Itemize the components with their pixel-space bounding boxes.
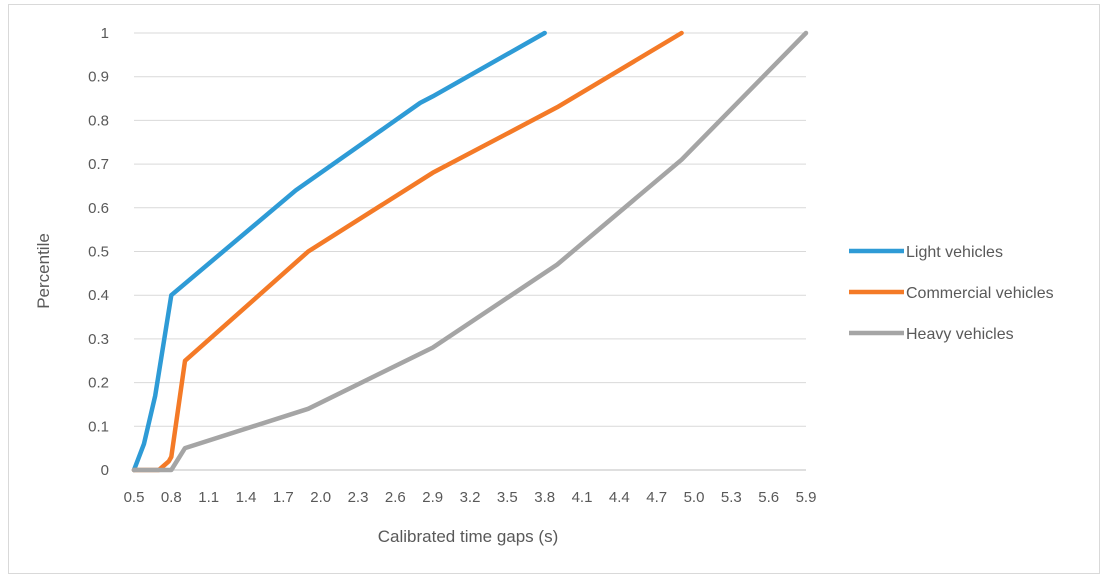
grid-lines [134,32,806,471]
y-tick-label: 0.2 [88,375,109,392]
y-tick-label: 1 [101,25,109,42]
x-tick-label: 2.3 [348,489,369,506]
y-tick-label: 0.9 [88,69,109,86]
x-tick-label: 4.1 [572,489,593,506]
legend-label: Heavy vehicles [906,326,1014,343]
x-tick-label: 4.7 [646,489,667,506]
x-tick-label: 4.4 [609,489,630,506]
series-line [131,30,547,473]
x-tick-label: 5.0 [684,489,705,506]
y-tick-label: 0.5 [88,244,109,261]
x-axis-title: Calibrated time gaps (s) [378,527,558,546]
y-tick-label: 0.6 [88,200,109,217]
legend-label: Light vehicles [906,244,1003,261]
x-tick-label: 2.6 [385,489,406,506]
x-tick-label: 2.9 [422,489,443,506]
x-tick-label: 1.1 [198,489,219,506]
x-tick-label: 3.5 [497,489,518,506]
line-chart: 0 0.1 0.2 0.3 0.4 0.5 0.6 0.7 0.8 0.9 1 0.5 0.8 1.1 1… [34,25,1054,546]
x-tick-label: 5.9 [796,489,817,506]
series-line [131,30,684,473]
x-axis-ticks: 0.5 0.8 1.1 1.4 1.7 2.0 2.3 2.6 2.9 3.2 3.5 3.8 4.1 4… [124,489,817,506]
y-tick-label: 0.7 [88,156,109,173]
x-tick-label: 5.6 [758,489,779,506]
y-axis-ticks: 0 0.1 0.2 0.3 0.4 0.5 0.6 0.7 0.8 0.9 1 [88,25,109,479]
x-tick-label: 3.8 [534,489,555,506]
legend-label: Commercial vehicles [906,285,1054,302]
y-axis-title: Percentile [34,233,53,309]
x-tick-label: 3.2 [460,489,481,506]
y-tick-label: 0.4 [88,287,109,304]
series-lines [131,30,809,473]
y-tick-label: 0.3 [88,331,109,348]
x-tick-label: 5.3 [721,489,742,506]
chart-frame: 0 0.1 0.2 0.3 0.4 0.5 0.6 0.7 0.8 0.9 1 0.5 0.8 1.1 1… [8,4,1100,574]
legend: Light vehicles Commercial vehicles Heavy v… [849,244,1054,343]
y-tick-label: 0.1 [88,418,109,435]
x-tick-label: 1.7 [273,489,294,506]
x-tick-label: 0.8 [161,489,182,506]
x-tick-label: 0.5 [124,489,145,506]
y-tick-label: 0.8 [88,112,109,129]
series-line [131,30,809,473]
x-tick-label: 2.0 [310,489,331,506]
y-tick-label: 0 [101,462,109,479]
x-tick-label: 1.4 [236,489,257,506]
